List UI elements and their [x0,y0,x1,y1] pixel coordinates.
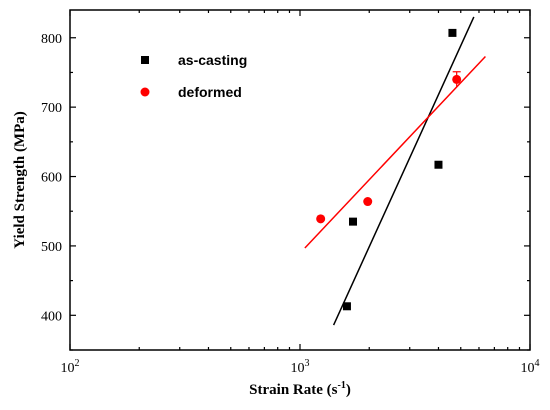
x-tick-label: 102 [61,358,80,376]
data-points [316,28,462,311]
legend-label-as-casting: as-casting [178,52,247,68]
plot-frame [69,9,531,351]
tick-labels: 400 500 600 700 800 102 103 104 [41,32,540,376]
data-point-deformed [363,197,373,207]
y-tick-label: 600 [41,171,62,186]
y-axis-title: Yield Strength (MPa) [12,111,28,248]
x-axis-title: Strain Rate (s-1) [249,380,351,398]
x-axis-title-superscript: -1 [337,380,345,391]
y-tick-label: 800 [41,32,62,47]
y-tick-label: 500 [41,240,62,255]
fit-line-deformed [304,55,486,249]
x-tick-label: 103 [291,358,310,376]
data-point-as-casting [448,28,457,37]
legend-marker-as-casting [141,56,149,64]
y-tick-label: 700 [41,101,62,116]
x-tick-label: 104 [521,358,540,376]
data-point-as-casting [342,302,351,311]
legend: as-casting deformed [140,52,247,100]
fit-lines [304,16,486,326]
fit-line-as-casting [332,16,475,326]
data-point-deformed [452,74,462,84]
data-point-deformed [316,214,326,224]
y-tick-label: 400 [41,309,62,324]
data-point-as-casting [434,160,443,169]
legend-marker-deformed [140,87,150,97]
axis-ticks [69,10,531,351]
legend-label-deformed: deformed [178,84,242,100]
data-point-as-casting [349,217,358,226]
